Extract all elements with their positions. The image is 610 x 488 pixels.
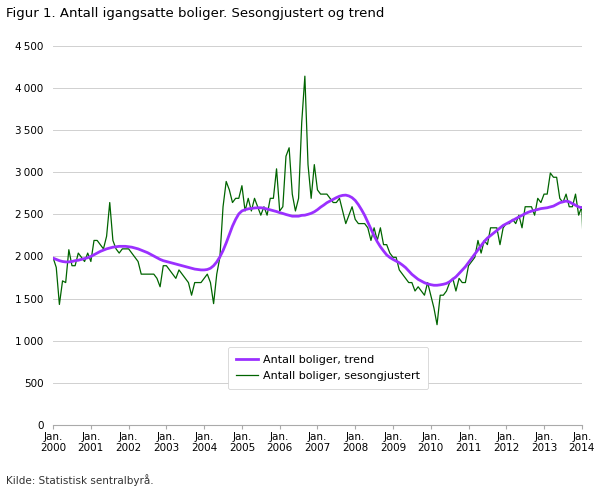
Antall boliger, sesongjustert — [125, 246, 132, 252]
Antall boliger, sesongjustert — [248, 208, 255, 214]
Antall boliger, sesongjustert — [531, 212, 538, 218]
Antall boliger, sesongjustert — [49, 255, 57, 261]
Antall boliger, sesongjustert — [332, 200, 340, 205]
Legend: Antall boliger, trend, Antall boliger, sesongjustert: Antall boliger, trend, Antall boliger, s… — [228, 347, 428, 389]
Antall boliger, trend — [304, 211, 312, 217]
Antall boliger, trend — [125, 244, 132, 250]
Antall boliger, trend — [531, 207, 538, 213]
Antall boliger, sesongjustert — [581, 292, 589, 298]
Antall boliger, trend — [430, 283, 437, 288]
Antall boliger, trend — [307, 210, 315, 216]
Text: Figur 1. Antall igangsatte boliger. Sesongjustert og trend: Figur 1. Antall igangsatte boliger. Seso… — [6, 7, 384, 20]
Line: Antall boliger, trend: Antall boliger, trend — [53, 195, 585, 285]
Antall boliger, trend — [248, 205, 255, 211]
Antall boliger, trend — [342, 192, 350, 198]
Antall boliger, sesongjustert — [310, 162, 318, 167]
Antall boliger, sesongjustert — [433, 322, 440, 327]
Antall boliger, trend — [329, 196, 337, 202]
Antall boliger, sesongjustert — [307, 195, 315, 201]
Text: Kilde: Statistisk sentralbyrå.: Kilde: Statistisk sentralbyrå. — [6, 474, 154, 486]
Antall boliger, sesongjustert — [301, 73, 309, 79]
Antall boliger, trend — [49, 255, 57, 261]
Antall boliger, trend — [581, 203, 589, 209]
Line: Antall boliger, sesongjustert: Antall boliger, sesongjustert — [53, 76, 585, 325]
